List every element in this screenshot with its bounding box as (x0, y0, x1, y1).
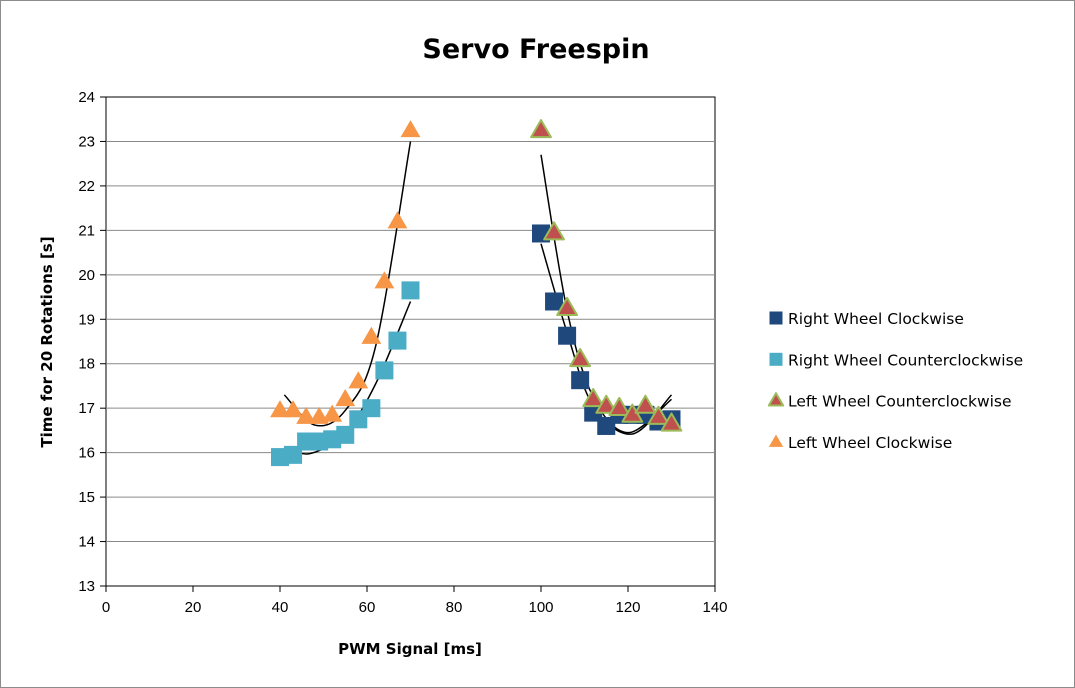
y-tick-label: 24 (78, 89, 95, 106)
y-tick-label: 16 (78, 445, 95, 462)
legend-marker (769, 311, 783, 325)
triangle-marker (400, 120, 421, 138)
chart-title: Servo Freespin (422, 34, 649, 65)
y-tick-label: 20 (78, 267, 95, 284)
y-tick-label: 13 (78, 578, 95, 595)
legend: Right Wheel Clockwise Right Wheel Counter… (767, 310, 1023, 452)
triangle-marker (543, 221, 565, 241)
x-tick-label: 100 (528, 599, 553, 616)
triangle-marker (322, 404, 343, 422)
triangle-marker (270, 400, 290, 418)
triangle-marker (348, 371, 369, 389)
square-marker (336, 425, 355, 444)
square-marker (571, 371, 590, 390)
triangle-marker (283, 400, 303, 418)
y-axis-label: Time for 20 Rotations [s] (38, 236, 56, 447)
legend-marker (767, 392, 785, 407)
x-tick-label: 0 (102, 599, 110, 616)
legend-marker (769, 352, 783, 366)
triangle-marker (608, 396, 631, 417)
x-tick-label: 140 (702, 599, 727, 616)
triangle-marker (647, 405, 670, 425)
x-tick-label: 20 (185, 599, 202, 616)
square-marker (388, 331, 407, 350)
triangle-marker (530, 119, 552, 139)
y-tick-label: 22 (78, 178, 95, 195)
y-tick-label: 14 (78, 534, 95, 551)
y-tick-label: 21 (78, 222, 95, 239)
x-tick-label: 80 (446, 599, 463, 616)
x-tick-label: 60 (359, 599, 376, 616)
square-marker (558, 326, 577, 345)
triangle-marker (660, 412, 683, 432)
triangle-marker (387, 211, 408, 229)
x-axis-ticks: 0 20 40 60 80 100 120 140 (102, 586, 728, 616)
triangle-marker (296, 406, 316, 424)
y-tick-label: 19 (78, 311, 95, 328)
square-marker (545, 292, 564, 311)
triangle-marker (569, 348, 592, 368)
legend-label: Right Wheel Counterclockwise (788, 351, 1023, 369)
triangle-marker (556, 296, 578, 316)
y-tick-label: 17 (78, 400, 95, 417)
triangle-marker (634, 394, 657, 414)
triangle-marker (582, 388, 605, 408)
y-tick-label: 18 (78, 356, 95, 373)
legend-marker (768, 434, 784, 447)
grid-lines (106, 140, 715, 543)
triangle-marker (361, 326, 382, 344)
plot-area (105, 96, 716, 587)
square-marker (375, 361, 394, 380)
y-tick-label: 23 (78, 133, 95, 150)
data-points (270, 119, 683, 467)
triangle-marker (335, 389, 356, 407)
legend-label: Left Wheel Clockwise (788, 434, 952, 452)
legend-label: Left Wheel Counterclockwise (788, 393, 1012, 411)
x-tick-label: 120 (615, 599, 640, 616)
triangle-marker (595, 394, 618, 414)
x-tick-label: 40 (272, 599, 289, 616)
triangle-marker (374, 271, 395, 289)
y-axis-ticks: 13 14 15 16 17 18 19 20 21 22 23 24 (78, 89, 106, 595)
y-tick-label: 15 (78, 489, 95, 506)
legend-label: Right Wheel Clockwise (788, 310, 964, 328)
x-axis-label: PWM Signal [ms] (338, 640, 482, 658)
square-marker (362, 399, 381, 418)
square-marker (401, 281, 420, 300)
